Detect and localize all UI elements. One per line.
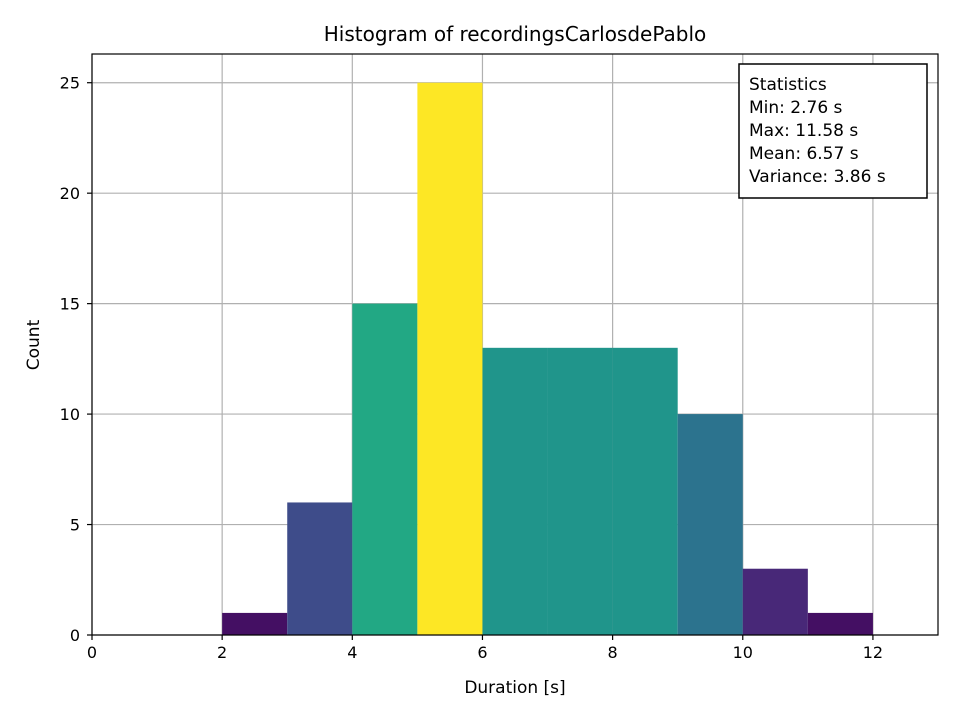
statistics-mean: Mean: 6.57 s (749, 144, 859, 164)
y-tick-label: 0 (70, 626, 80, 645)
histogram-bars (222, 82, 873, 635)
x-tick-label: 12 (863, 643, 883, 662)
statistics-box: Statistics Min: 2.76 s Max: 11.58 s Mean… (738, 63, 928, 199)
statistics-box-frame (738, 63, 928, 199)
x-tick-label: 8 (608, 643, 618, 662)
x-tick-label: 6 (477, 643, 487, 662)
histogram-bar (352, 303, 418, 635)
y-tick-label: 10 (60, 405, 80, 424)
plot-area-frame (91, 53, 939, 636)
y-axis-label: Count (24, 319, 44, 370)
y-tick-label: 25 (60, 74, 80, 93)
histogram-bar (547, 347, 613, 635)
histogram-bar (482, 347, 548, 635)
x-tick-label: 10 (733, 643, 753, 662)
y-tick-label: 15 (60, 295, 80, 314)
y-tick-label: 20 (60, 184, 80, 203)
chart-title: Histogram of recordingsCarlosdePablo (324, 22, 707, 46)
histogram-bar (417, 82, 483, 635)
x-tick-label: 0 (87, 643, 97, 662)
x-tick-label: 2 (217, 643, 227, 662)
y-tick-label: 5 (70, 516, 80, 535)
histogram-bar (742, 568, 808, 635)
x-tick-label: 4 (347, 643, 357, 662)
statistics-min: Min: 2.76 s (749, 98, 843, 118)
histogram-bar (222, 612, 288, 635)
histogram-bar (807, 612, 873, 635)
statistics-variance: Variance: 3.86 s (749, 167, 886, 187)
histogram-bar (287, 502, 353, 635)
x-axis-label: Duration [s] (464, 678, 565, 698)
statistics-title: Statistics (749, 75, 827, 95)
histogram-bar (677, 414, 743, 635)
statistics-max: Max: 11.58 s (749, 121, 858, 141)
axis-ticks: 0 2 4 6 8 10 12 0 5 10 15 20 25 (60, 74, 883, 662)
histogram-bar (612, 347, 678, 635)
